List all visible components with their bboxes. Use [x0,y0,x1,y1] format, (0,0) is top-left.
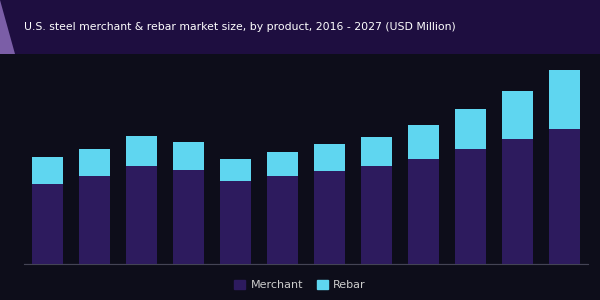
Bar [455,149,486,264]
Bar [173,170,204,264]
Bar [173,142,204,170]
Bar [549,129,580,264]
Bar [32,184,63,264]
Bar [32,158,63,184]
Bar [126,166,157,264]
Bar [549,70,580,129]
Legend: Merchant, Rebar: Merchant, Rebar [230,275,370,294]
Bar [314,144,345,171]
Bar [408,125,439,159]
Bar [79,176,110,264]
Bar [361,166,392,264]
Bar [314,171,345,264]
Bar [267,152,298,176]
Bar [502,91,533,139]
Bar [455,109,486,149]
Bar [502,139,533,264]
Bar [267,176,298,264]
Bar [408,159,439,264]
Bar [220,159,251,181]
Bar [220,181,251,264]
Bar [361,136,392,166]
Bar [79,149,110,176]
Text: U.S. steel merchant & rebar market size, by product, 2016 - 2027 (USD Million): U.S. steel merchant & rebar market size,… [24,22,456,32]
Bar [126,136,157,166]
